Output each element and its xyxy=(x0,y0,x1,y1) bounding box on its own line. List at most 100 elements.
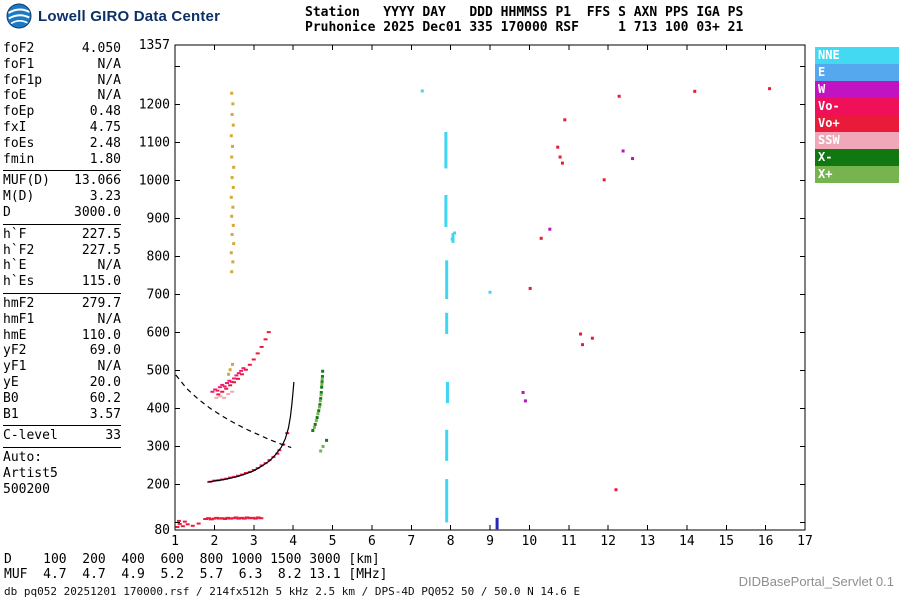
echo-point-spread-f-yellow xyxy=(230,113,234,117)
param-label: h`F2 xyxy=(3,242,35,258)
param-label: B0 xyxy=(3,390,19,406)
echo-point-x-trace-dark xyxy=(319,397,323,401)
echo-point-second-hop-red xyxy=(228,384,233,387)
echo-point-spread-f-yellow xyxy=(231,260,235,264)
echo-point-second-hop-red xyxy=(236,377,240,380)
y-tick-label: 200 xyxy=(147,477,170,492)
echo-point-x-trace-dark xyxy=(318,403,322,407)
y-tick-label: 1200 xyxy=(139,98,170,113)
echo-point-spread-f-yellow xyxy=(231,205,235,209)
param-value: N/A xyxy=(97,359,121,375)
echo-point-second-hop-pale xyxy=(230,390,235,393)
echo-point-second-hop-pink xyxy=(220,383,225,386)
x-tick-label: 2 xyxy=(210,534,218,549)
param-value: N/A xyxy=(97,258,121,274)
echo-point-es-layer-trace xyxy=(233,516,239,519)
plot-frame xyxy=(174,44,806,531)
param-value: 115.0 xyxy=(81,274,121,290)
y-tick-label: 900 xyxy=(147,212,170,227)
param-value: 20.0 xyxy=(89,374,121,390)
param-row: B1 3.57 xyxy=(3,407,121,423)
param-label: fxI xyxy=(3,119,27,135)
echo-point-scatter-cyan xyxy=(488,290,492,294)
param-label: fmin xyxy=(3,151,35,167)
echo-point-x-trace-light xyxy=(319,449,323,453)
echo-point-second-hop-red xyxy=(232,381,237,384)
param-label: C-level xyxy=(3,428,58,444)
echo-point-x-trace-dark xyxy=(321,369,325,373)
echo-point-es-layer-trace xyxy=(255,516,261,519)
echo-point-second-hop-red xyxy=(224,387,229,390)
echo-point-spread-f-yellow xyxy=(227,372,231,376)
echo-point-lowfreq-noise xyxy=(190,524,195,527)
param-row: hmE 110.0 xyxy=(3,328,121,344)
echo-point-es-layer-trace xyxy=(208,518,214,521)
echo-point-second-hop-red xyxy=(220,390,225,393)
param-row: C-level 33 xyxy=(3,428,121,444)
echo-point-scatter-red xyxy=(614,488,618,492)
echo-point-scatter-cyan xyxy=(420,89,424,93)
x-tick-label: 16 xyxy=(758,534,774,549)
echo-point-second-hop-red xyxy=(239,373,244,376)
echo-point-es-layer-trace xyxy=(244,516,250,519)
x-tick-label: 9 xyxy=(486,534,494,549)
echo-point-spread-f-yellow xyxy=(232,242,236,246)
param-value: 227.5 xyxy=(81,242,121,258)
param-label: yF1 xyxy=(3,359,27,375)
param-row: yE 20.0 xyxy=(3,375,121,391)
param-value: N/A xyxy=(97,56,121,72)
echo-point-second-hop-pink xyxy=(222,385,227,388)
echo-point-f-trace-echo-red xyxy=(259,464,264,467)
param-label: foF1p xyxy=(3,72,43,88)
artist-f-trace xyxy=(207,381,295,483)
echo-point-x-trace-dark xyxy=(317,409,321,413)
echo-point-second-hop-red xyxy=(251,358,256,361)
param-row: fmin 1.80 xyxy=(3,152,121,168)
echo-point-scatter-red xyxy=(558,155,562,159)
echo-point-scatter-magenta xyxy=(631,157,635,161)
param-label: hmE xyxy=(3,327,27,343)
interference-segment xyxy=(445,479,449,523)
echo-point-second-hop-pink xyxy=(229,380,234,383)
param-row: foEs 2.48 xyxy=(3,136,121,152)
echo-point-second-hop-pale xyxy=(222,396,227,399)
param-row: h`F2 227.5 xyxy=(3,243,121,259)
param-label: h`E xyxy=(3,258,27,274)
param-label: foE xyxy=(3,88,27,104)
echo-point-second-hop-pink xyxy=(217,386,222,389)
param-value: 3.57 xyxy=(89,406,121,422)
echo-point-lowfreq-noise xyxy=(175,525,180,528)
separator xyxy=(3,223,121,225)
ionogram-header: Station YYYY DAY DDD HHMMSS P1 FFS S AXN… xyxy=(305,5,743,35)
param-value: 60.2 xyxy=(89,390,121,406)
echo-point-scatter-red xyxy=(602,178,606,182)
echo-point-scatter-magenta xyxy=(521,391,525,395)
echo-point-scatter-magenta xyxy=(548,227,552,231)
param-label: M(D) xyxy=(3,189,35,205)
echo-point-lowfreq-noise xyxy=(182,520,187,523)
param-row: B0 60.2 xyxy=(3,391,121,407)
echo-point-es-layer-trace xyxy=(250,516,256,519)
x-tick-label: 14 xyxy=(679,534,695,549)
echo-point-scatter-magenta xyxy=(621,149,625,153)
echo-point-second-hop-pink xyxy=(227,379,232,382)
echo-point-es-layer-trace xyxy=(214,516,220,519)
param-value: N/A xyxy=(97,311,121,327)
autoscaler-label: 500200 xyxy=(3,481,50,497)
param-row: foF2 4.050 xyxy=(3,41,121,57)
y-tick-label: 800 xyxy=(147,250,170,265)
echo-point-es-layer-trace xyxy=(222,517,228,520)
param-value: N/A xyxy=(97,72,121,88)
param-row: yF1 N/A xyxy=(3,359,121,375)
echo-point-scatter-red xyxy=(579,332,583,336)
param-value: 3.23 xyxy=(89,189,121,205)
param-row: D 3000.0 xyxy=(3,205,121,221)
echo-point-scatter-red xyxy=(556,145,560,149)
echo-point-scatter-red xyxy=(693,89,697,93)
echo-point-second-hop-red xyxy=(243,368,248,371)
x-tick-label: 4 xyxy=(289,534,297,549)
legend-item: X+ xyxy=(815,166,899,183)
param-value: 33 xyxy=(105,428,121,444)
param-value: 0.48 xyxy=(89,104,121,120)
param-label: B1 xyxy=(3,406,19,422)
